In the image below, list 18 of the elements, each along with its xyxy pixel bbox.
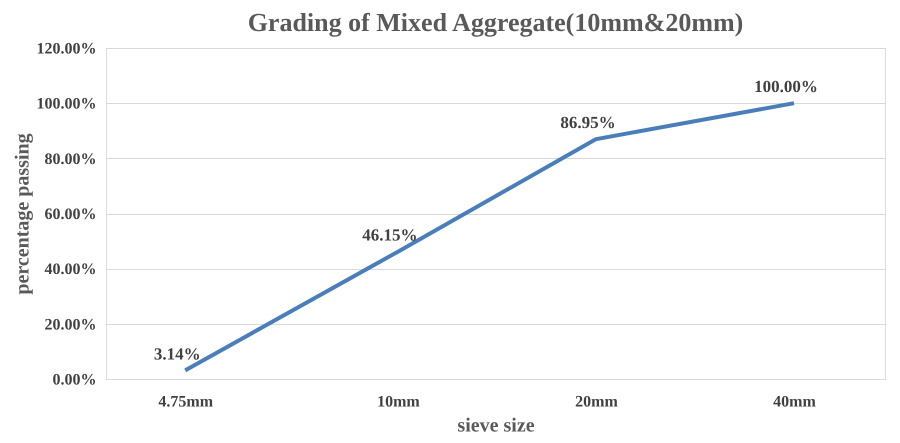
y-tick-label: 60.00% [44, 206, 96, 223]
x-tick-label: 10mm [377, 394, 420, 410]
y-tick-label: 40.00% [44, 261, 96, 278]
x-axis-title: sieve size [457, 414, 535, 436]
x-tick-label: 40mm [773, 394, 817, 410]
data-label: 100.00% [754, 77, 818, 96]
y-tick-label: 100.00% [36, 96, 96, 113]
x-tick-label: 20mm [575, 394, 618, 410]
y-tick-label: 0.00% [52, 372, 96, 388]
data-label: 86.95% [560, 113, 616, 132]
x-tick-label: 4.75mm [158, 394, 214, 410]
y-axis-title: percentage passing [12, 133, 34, 295]
data-label: 3.14% [154, 344, 201, 364]
y-tick-label: 20.00% [44, 316, 96, 334]
chart-title: Grading of Mixed Aggregate(10mm&20mm) [248, 8, 744, 37]
data-label: 46.15% [362, 226, 418, 245]
y-tick-label: 80.00% [44, 150, 96, 168]
y-tick-label: 120.00% [36, 40, 96, 58]
